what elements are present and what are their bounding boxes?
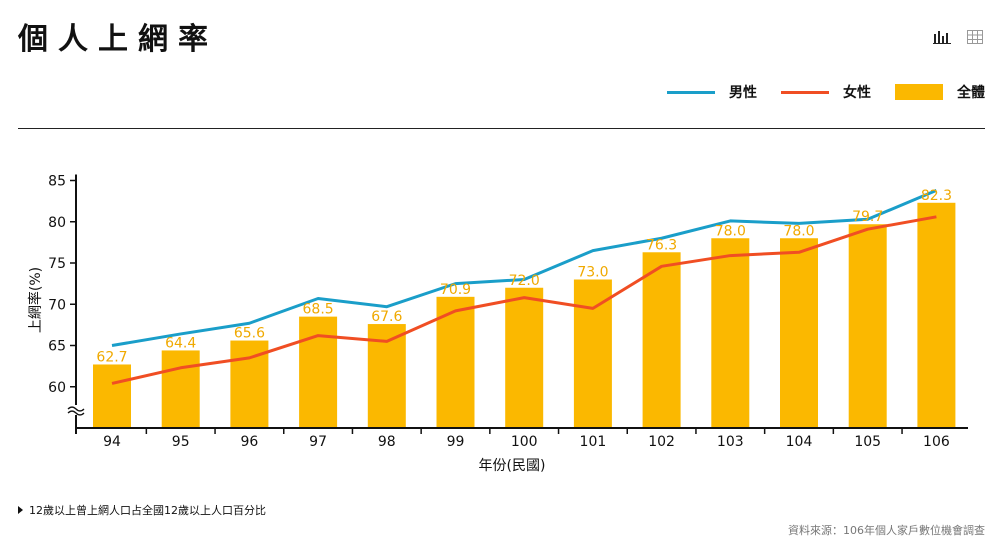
bar-105 — [848, 224, 887, 428]
chart-legend: 男性 女性 全體 — [657, 82, 985, 102]
bar-99 — [436, 296, 475, 428]
line-male — [111, 189, 937, 347]
data-label-104: 78.0 — [783, 223, 814, 239]
x-axis-title: 年份(民國) — [479, 458, 546, 474]
x-tick-label-102: 102 — [648, 434, 675, 450]
y-tick-label-65: 65 — [48, 339, 66, 355]
x-tick-label-103: 103 — [717, 434, 744, 450]
x-tick-label-101: 101 — [580, 434, 607, 450]
x-tick-label-104: 104 — [786, 434, 813, 450]
y-tick-label-75: 75 — [48, 256, 66, 272]
page-title: 個人上網率 — [18, 22, 218, 57]
data-label-99: 70.9 — [440, 282, 471, 298]
x-tick-label-99: 99 — [447, 434, 465, 450]
data-label-106: 82.3 — [921, 188, 952, 204]
legend-label-total: 全體 — [957, 85, 985, 101]
x-tick-label-96: 96 — [240, 434, 258, 450]
bar-102 — [642, 252, 681, 428]
data-label-100: 72.0 — [509, 273, 540, 289]
x-tick-label-95: 95 — [172, 434, 190, 450]
table-icon[interactable] — [967, 30, 983, 44]
chart-canvas: 60 65 70 75 80 85 94 95 96 97 98 99 100 101 102 103 104 1… — [27, 174, 968, 474]
axis-break-mask — [68, 405, 84, 415]
bar-103 — [711, 238, 750, 428]
triangle-bullet-icon — [18, 506, 23, 514]
axis-break-mark-top — [67, 406, 85, 412]
legend-label-female: 女性 — [843, 85, 871, 101]
data-label-102: 76.3 — [646, 237, 677, 253]
bar-95 — [161, 350, 200, 428]
bar-100 — [505, 287, 544, 428]
data-label-105: 79.7 — [852, 209, 883, 225]
legend-item-female[interactable]: 女性 — [781, 82, 871, 102]
bar-106 — [917, 202, 956, 428]
axis-break-mark-bottom — [67, 410, 85, 416]
x-tick-label-106: 106 — [923, 434, 950, 450]
legend-swatch-female — [781, 90, 829, 94]
x-tick-label-105: 105 — [854, 434, 881, 450]
view-switcher — [933, 30, 983, 44]
y-axis-title: 上網率(%) — [27, 267, 44, 333]
bar-chart-icon[interactable] — [933, 30, 951, 44]
legend-swatch-male — [667, 90, 715, 94]
data-label-96: 65.6 — [234, 326, 265, 342]
data-source: 資料來源：106年個人家戶數位機會調查 — [788, 524, 985, 537]
y-tick-label-60: 60 — [48, 380, 66, 396]
y-tick-label-80: 80 — [48, 215, 66, 231]
line-female — [111, 215, 937, 385]
footnote-text: 12歲以上曾上網人口占全國12歲以上人口百分比 — [29, 504, 266, 517]
data-label-98: 67.6 — [371, 309, 402, 325]
bar-94 — [93, 364, 131, 428]
bar-101 — [573, 279, 612, 428]
footnote: 12歲以上曾上網人口占全國12歲以上人口百分比 — [18, 502, 266, 518]
data-label-101: 73.0 — [577, 265, 608, 281]
x-tick-label-98: 98 — [378, 434, 396, 450]
y-tick-label-85: 85 — [48, 174, 66, 190]
legend-item-total[interactable]: 全體 — [895, 82, 985, 102]
legend-swatch-total — [895, 84, 943, 100]
data-label-103: 78.0 — [715, 223, 746, 239]
header-divider — [18, 128, 985, 129]
y-tick-label-70: 70 — [48, 297, 66, 313]
data-label-95: 64.4 — [165, 335, 196, 351]
data-label-94: 62.7 — [96, 349, 127, 365]
data-label-97: 68.5 — [303, 302, 334, 318]
x-tick-label-100: 100 — [511, 434, 538, 450]
x-tick-label-97: 97 — [309, 434, 327, 450]
bar-97 — [299, 316, 338, 428]
legend-item-male[interactable]: 男性 — [667, 82, 757, 102]
legend-label-male: 男性 — [729, 85, 757, 101]
bar-104 — [780, 238, 818, 428]
x-tick-label-94: 94 — [103, 434, 121, 450]
